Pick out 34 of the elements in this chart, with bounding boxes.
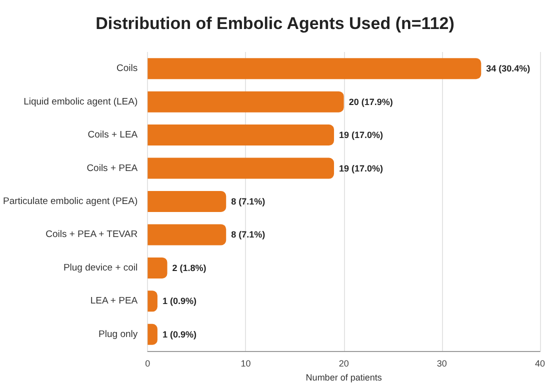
- x-tick-label: 10: [240, 358, 251, 368]
- bar: [148, 257, 168, 278]
- bar: [148, 224, 226, 246]
- y-tick-label: Coils + PEA: [86, 162, 138, 174]
- y-tick-label: Coils + LEA: [88, 130, 138, 141]
- x-tick-label: 0: [145, 358, 150, 368]
- y-tick-label: Coils + PEA + TEVAR: [46, 229, 138, 240]
- data-label: 8 (7.1%): [231, 230, 266, 240]
- x-tick-label: 40: [534, 358, 546, 368]
- x-tick-label: 20: [338, 358, 349, 368]
- chart-title: Distribution of Embolic Agents Used (n=112): [96, 14, 454, 33]
- bar: [148, 58, 482, 80]
- y-tick-label: Plug only: [98, 328, 138, 340]
- y-tick-label: Liquid embolic agent (LEA): [24, 96, 138, 108]
- data-label: 1 (0.9%): [162, 296, 196, 306]
- bar: [148, 191, 226, 212]
- bar: [148, 124, 334, 146]
- y-tick-label: Plug device + coil: [63, 262, 138, 274]
- bar: [148, 290, 158, 312]
- data-label: 2 (1.8%): [172, 262, 206, 273]
- bar: [148, 158, 334, 179]
- data-label: 1 (0.9%): [162, 329, 196, 340]
- bar: [148, 324, 158, 345]
- bar: [148, 91, 344, 112]
- x-axis-title: Number of patients: [306, 372, 382, 382]
- data-label: 20 (17.9%): [348, 96, 393, 107]
- data-label: 34 (30.4%): [486, 64, 530, 74]
- data-label: 19 (17.0%): [339, 163, 384, 174]
- x-tick-label: 30: [436, 358, 447, 368]
- y-tick-label: LEA + PEA: [90, 296, 138, 307]
- y-tick-label: Coils: [116, 63, 138, 74]
- y-tick-label: Particulate embolic agent (PEA): [2, 196, 138, 207]
- data-label: 8 (7.1%): [231, 196, 266, 206]
- data-label: 19 (17.0%): [339, 130, 384, 140]
